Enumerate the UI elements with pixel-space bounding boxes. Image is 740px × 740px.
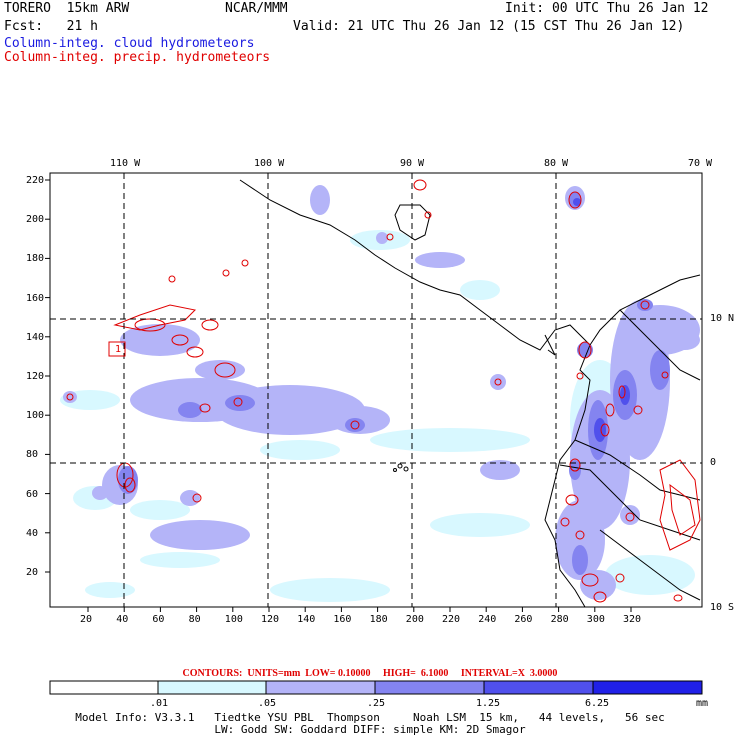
model-info-line2: LW: Godd SW: Goddard DIFF: simple KM: 2D… <box>214 723 526 736</box>
x-tick-label: 280 <box>550 614 569 625</box>
x-tick-label: 240 <box>478 614 497 625</box>
x-tick-label: 120 <box>261 614 280 625</box>
x-tick-label: 200 <box>405 614 424 625</box>
x-tick-label: 300 <box>586 614 605 625</box>
precip-contours <box>66 179 701 603</box>
y-tick-label: 120 <box>26 371 45 382</box>
x-tick-label: 260 <box>514 614 533 625</box>
lon-label-90w: 90 W <box>400 158 425 169</box>
lon-label-110w: 110 W <box>110 158 141 169</box>
y-tick-label: 220 <box>26 175 45 186</box>
lat-label-0: 0 <box>710 457 717 468</box>
colorbar-swatch <box>265 680 376 695</box>
colorbar <box>49 680 703 695</box>
y-tick-label: 100 <box>26 410 45 422</box>
x-tick-label: 220 <box>442 614 461 625</box>
lon-label-80w: 80 W <box>544 158 569 169</box>
y-tick-label: 140 <box>26 331 45 343</box>
y-tick-label: 20 <box>26 567 39 578</box>
cloud-shading <box>60 185 700 602</box>
graticule <box>50 173 702 607</box>
plot-frame <box>49 172 703 608</box>
colorbar-level-label: 6.25 <box>585 698 610 709</box>
model-info-line1: Model Info: V3.3.1 Tiedtke YSU PBL Thomp… <box>75 711 665 724</box>
field-label-cloud: Column-integ. cloud hydrometeors <box>4 36 255 51</box>
y-tick-label: 80 <box>26 449 39 461</box>
lon-label-100w: 100 W <box>254 158 285 169</box>
station-box <box>108 341 126 357</box>
x-tick-label: 140 <box>297 614 316 625</box>
y-tick-label: 40 <box>26 527 39 539</box>
colorbar-unit: mm <box>696 698 709 709</box>
field-label-precip: Column-integ. precip. hydrometeors <box>4 50 271 65</box>
station-label: 1 <box>115 344 122 355</box>
colorbar-swatch <box>483 680 594 695</box>
x-tick-label: 100 <box>224 614 243 625</box>
y-tick-label: 160 <box>26 292 45 304</box>
colorbar-level-label: .05 <box>258 698 277 709</box>
x-tick-label: 20 <box>80 614 93 625</box>
y-tick-label: 180 <box>26 253 45 265</box>
valid-time: Valid: 21 UTC Thu 26 Jan 12 (15 CST Thu … <box>293 19 685 34</box>
x-tick-label: 320 <box>623 614 642 625</box>
x-tick-label: 60 <box>152 614 165 625</box>
lat-label-10s: 10 S <box>710 602 735 613</box>
x-tick-label: 180 <box>369 614 388 625</box>
y-tick-label: 200 <box>26 214 45 226</box>
coastlines <box>239 179 701 607</box>
x-tick-label: 160 <box>333 614 352 625</box>
colorbar-level-label: 1.25 <box>476 698 501 709</box>
init-time: Init: 00 UTC Thu 26 Jan 12 <box>505 1 709 16</box>
lat-label-10n: 10 N <box>710 313 735 324</box>
contour-info: CONTOURS: UNITS=mm LOW= 0.10000 HIGH= 6.… <box>182 668 558 679</box>
model-title: TORERO 15km ARW <box>4 1 130 16</box>
org-label: NCAR/MMM <box>225 1 288 16</box>
lon-label-70w: 70 W <box>688 158 713 169</box>
colorbar-level-label: .25 <box>367 698 386 709</box>
forecast-hour: Fcst: 21 h <box>4 19 98 34</box>
colorbar-swatch <box>49 680 159 695</box>
x-tick-label: 40 <box>116 614 129 625</box>
colorbar-swatch <box>374 680 485 695</box>
colorbar-swatch <box>592 680 703 695</box>
colorbar-level-label: .01 <box>150 698 169 709</box>
x-tick-label: 80 <box>188 614 201 625</box>
colorbar-swatch <box>157 680 267 695</box>
y-tick-label: 60 <box>26 488 39 500</box>
